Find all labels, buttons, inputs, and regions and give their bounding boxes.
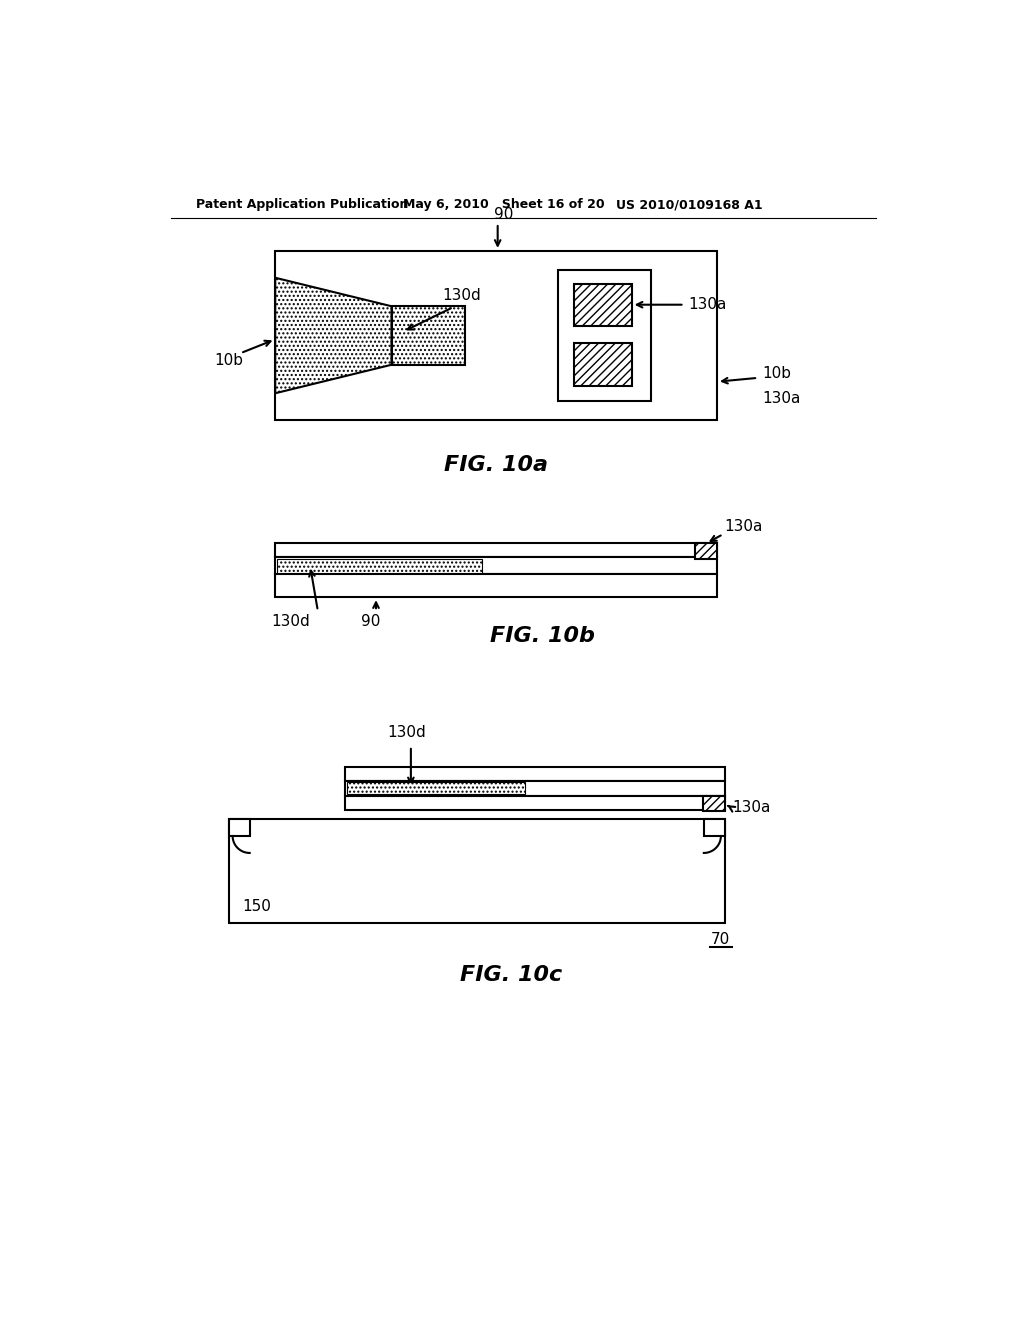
Bar bbox=[275, 251, 717, 420]
Text: 130a: 130a bbox=[725, 519, 763, 535]
Bar bbox=[346, 781, 524, 795]
Text: FIG. 10b: FIG. 10b bbox=[490, 626, 595, 645]
Text: US 2010/0109168 A1: US 2010/0109168 A1 bbox=[616, 198, 763, 211]
Bar bbox=[695, 544, 717, 558]
Text: 90: 90 bbox=[360, 614, 380, 630]
Text: FIG. 10c: FIG. 10c bbox=[461, 965, 563, 985]
Text: 10b: 10b bbox=[762, 367, 791, 381]
Text: 90: 90 bbox=[495, 206, 514, 222]
Text: May 6, 2010   Sheet 16 of 20: May 6, 2010 Sheet 16 of 20 bbox=[403, 198, 605, 211]
Bar bbox=[703, 818, 725, 836]
Bar bbox=[275, 574, 717, 598]
Bar bbox=[573, 343, 632, 385]
Text: 130a: 130a bbox=[732, 800, 771, 814]
Text: FIG. 10a: FIG. 10a bbox=[444, 455, 548, 475]
Text: 150: 150 bbox=[243, 899, 271, 913]
Bar bbox=[573, 284, 632, 326]
Text: 130d: 130d bbox=[388, 725, 426, 739]
Text: 130a: 130a bbox=[762, 391, 801, 407]
Bar bbox=[703, 796, 725, 812]
Bar bbox=[228, 818, 725, 923]
Bar bbox=[345, 767, 725, 780]
Text: 10b: 10b bbox=[214, 354, 244, 368]
Bar bbox=[558, 271, 651, 401]
Text: 70: 70 bbox=[712, 932, 730, 948]
Bar bbox=[345, 780, 725, 796]
Text: 130d: 130d bbox=[271, 614, 310, 630]
Bar bbox=[276, 558, 482, 573]
Bar bbox=[391, 306, 465, 364]
Bar bbox=[228, 818, 250, 836]
Text: 130d: 130d bbox=[442, 288, 480, 304]
Text: 130a: 130a bbox=[688, 297, 727, 313]
Bar bbox=[275, 557, 717, 574]
Bar bbox=[345, 796, 725, 810]
Bar bbox=[275, 544, 717, 557]
Text: Patent Application Publication: Patent Application Publication bbox=[197, 198, 409, 211]
Polygon shape bbox=[275, 277, 391, 393]
